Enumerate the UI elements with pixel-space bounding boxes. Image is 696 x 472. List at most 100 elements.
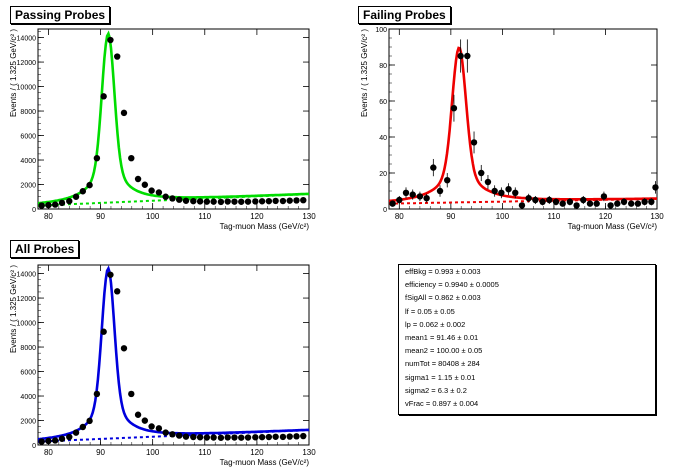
- param-error: 0.05: [440, 306, 455, 316]
- x-tick-label: 110: [198, 212, 211, 221]
- data-point: [182, 197, 190, 204]
- x-tick-label: 90: [446, 212, 455, 221]
- pass-plot: 80 90 100 110 120 130 0 2000 4000 6000 8000 10000 12…: [9, 28, 316, 231]
- x-tick-label: 120: [250, 212, 264, 221]
- param-row: numTot = 80408 ± 284: [405, 359, 480, 369]
- data-point: [238, 198, 245, 205]
- y-tick-label: 12000: [17, 60, 37, 67]
- param-error: 0.002: [446, 319, 466, 329]
- param-error: 0.0005: [475, 280, 499, 290]
- data-point: [293, 433, 300, 440]
- param-row: mean2 = 100.00 ± 0.05: [405, 346, 483, 356]
- data-point: [93, 154, 101, 162]
- data-point: [141, 417, 149, 424]
- data-point: [648, 198, 655, 205]
- data-point: [450, 105, 458, 112]
- y-tick-label: 6000: [20, 134, 36, 141]
- param-error: 0.01: [463, 332, 479, 342]
- x-tick-label: 80: [395, 212, 404, 221]
- data-point: [38, 438, 45, 445]
- data-point: [258, 198, 266, 205]
- x-tick-label: 90: [96, 448, 105, 457]
- data-point: [580, 196, 587, 204]
- data-point: [155, 189, 163, 196]
- param-row: sigma1 = 1.15 ± 0.01: [405, 372, 476, 382]
- data-point: [300, 432, 307, 440]
- data-point: [593, 200, 600, 207]
- data-point: [512, 189, 519, 196]
- data-point: [51, 437, 59, 444]
- data-point: [66, 197, 73, 205]
- data-point: [518, 202, 526, 209]
- data-point: [607, 202, 614, 209]
- y-axis-label: Events / ( 1.325 GeV/c² ): [9, 29, 18, 117]
- data-point: [148, 423, 155, 430]
- param-error: 0.01: [460, 372, 476, 382]
- data-point: [265, 197, 273, 205]
- x-tick-label: 130: [302, 448, 316, 457]
- data-point: [120, 345, 128, 352]
- data-point: [100, 93, 107, 100]
- data-point: [128, 390, 135, 398]
- param-name: sigma1: [405, 372, 430, 382]
- total-fit-curve: [388, 46, 657, 203]
- param-error: 0.004: [459, 398, 479, 408]
- data-point: [134, 411, 142, 418]
- param-value: 0.9940: [444, 280, 468, 290]
- y-tick-label: 14000: [17, 36, 37, 43]
- data-point: [176, 196, 183, 203]
- data-point: [444, 177, 451, 184]
- param-name: fSigAll: [405, 293, 427, 303]
- data-point: [224, 198, 231, 205]
- param-value: 0.062: [419, 319, 439, 329]
- data-point: [45, 437, 52, 445]
- param-value: 0.993: [434, 267, 454, 276]
- data-point: [217, 434, 225, 441]
- y-tick-label: 12000: [17, 296, 37, 303]
- x-axis-label: Tag-muon Mass (GeV/c²): [220, 222, 310, 231]
- param-row: effBkg = 0.993 ± 0.003: [405, 267, 481, 276]
- y-tick-label: 4000: [20, 394, 36, 401]
- data-point: [190, 197, 197, 205]
- param-error: 0.003: [461, 293, 481, 303]
- data-point: [162, 429, 169, 436]
- fit-parameters-box: effBkg = 0.993 ± 0.003 efficiency = 0.99…: [398, 264, 656, 415]
- data-point: [155, 425, 163, 432]
- data-point: [107, 271, 114, 278]
- data-point: [552, 198, 560, 205]
- x-tick-label: 80: [44, 212, 53, 221]
- param-value: 0.05: [417, 306, 432, 316]
- data-point: [238, 434, 245, 441]
- data-point: [628, 200, 635, 207]
- param-value: 6.3: [437, 385, 449, 395]
- y-tick-label: 0: [32, 443, 36, 450]
- y-tick-label: 80: [379, 63, 387, 70]
- total-fit-curve: [37, 265, 310, 441]
- data-point: [634, 200, 642, 207]
- param-name: mean2: [405, 346, 428, 356]
- data-point: [190, 433, 197, 441]
- data-point: [224, 434, 231, 441]
- data-point: [210, 198, 217, 205]
- data-point: [66, 433, 73, 441]
- data-point: [498, 189, 505, 196]
- y-tick-label: 4000: [20, 158, 36, 165]
- data-point: [148, 187, 155, 194]
- data-point: [409, 191, 416, 198]
- data-point: [641, 198, 648, 205]
- data-point: [45, 201, 52, 209]
- data-point: [525, 195, 532, 202]
- y-tick-label: 10000: [17, 85, 37, 92]
- param-row: fSigAll = 0.862 ± 0.003: [405, 293, 481, 303]
- data-point: [265, 433, 273, 441]
- data-point: [586, 200, 594, 207]
- x-tick-label: 130: [650, 212, 664, 221]
- data-point: [286, 433, 293, 440]
- data-point: [203, 198, 211, 205]
- data-point: [244, 434, 252, 441]
- plot-frame: [388, 28, 658, 210]
- param-row: lf = 0.05 ± 0.05: [405, 306, 455, 316]
- data-point: [272, 197, 279, 205]
- x-tick-label: 120: [250, 448, 264, 457]
